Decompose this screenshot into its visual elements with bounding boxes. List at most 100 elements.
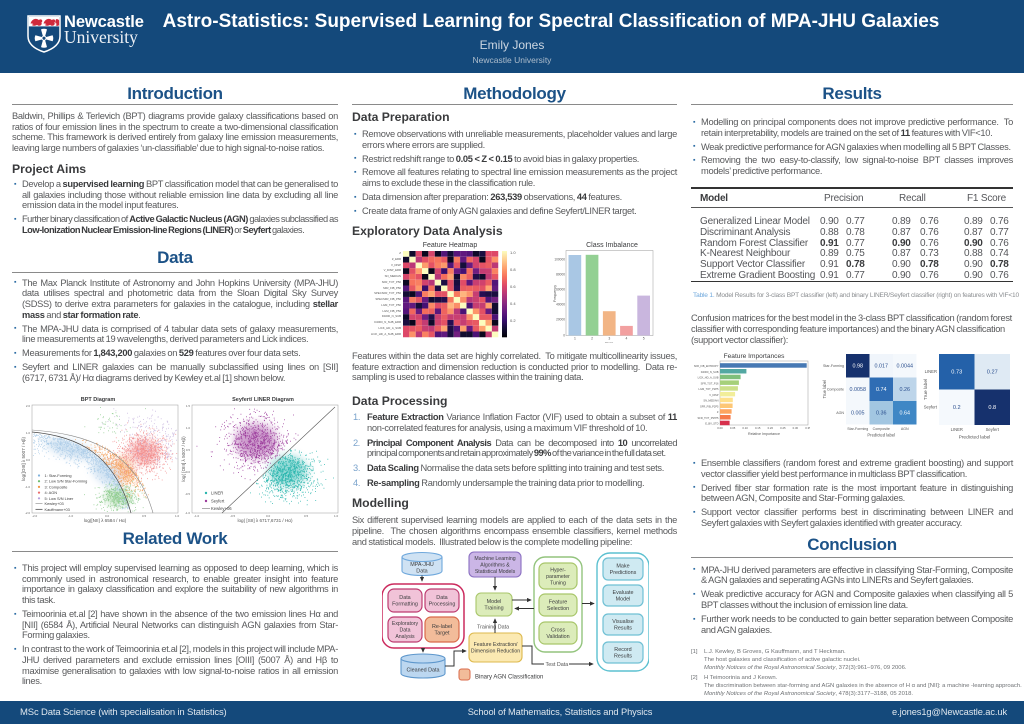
svg-text:5: 5 [643,337,645,341]
svg-text:Data: Data [436,595,447,601]
svg-text:0.73: 0.73 [951,370,962,376]
svg-text:Class: Class [605,342,614,344]
svg-text:Seyfert: Seyfert [211,499,225,504]
svg-text:Selection: Selection [547,606,569,612]
svg-text:0.25: 0.25 [780,426,786,430]
svg-text:Relative Importance: Relative Importance [748,432,780,436]
svg-text:1.0: 1.0 [334,514,339,518]
svg-text:Frequency: Frequency [553,285,557,302]
svg-text:Evaluate: Evaluate [613,590,634,596]
svg-text:0.64: 0.64 [900,411,911,417]
svg-text:MPA-JHU: MPA-JHU [410,562,434,568]
svg-text:-1.0: -1.0 [25,485,31,489]
svg-text:LINER: LINER [211,491,223,496]
svg-text:3: 3 [608,337,610,341]
svg-text:Predictions: Predictions [610,570,637,576]
svg-text:LGM_TOT_P50: LGM_TOT_P50 [381,303,401,307]
svg-text:Validation: Validation [546,634,569,640]
svg-text:0.98: 0.98 [853,364,864,370]
svg-text:Data: Data [416,569,427,575]
svg-text:LICK_HD_A_SUB_ERR: LICK_HD_A_SUB_ERR [371,332,401,336]
svg-text:Predicted label: Predicted label [867,433,895,438]
svg-text:Composite: Composite [827,388,844,392]
svg-text:Binary AGN Classification: Binary AGN Classification [475,675,543,681]
svg-text:0.0058: 0.0058 [850,387,867,393]
svg-text:AGN: AGN [836,411,844,415]
svg-text:0.8: 0.8 [510,267,516,272]
svg-text:0.5: 0.5 [142,514,147,518]
svg-text:log( [OIII] λ 5007 / Hβ): log( [OIII] λ 5007 / Hβ) [181,436,186,482]
svg-text:SN_MEDIAN: SN_MEDIAN [385,274,401,278]
svg-text:Record: Record [614,647,631,653]
svg-text:Target: Target [435,631,450,637]
svg-text:Algorithms &: Algorithms & [480,562,510,568]
svg-text:D4000_N_SUB: D4000_N_SUB [382,314,401,318]
svg-text:log([OIII] λ 5007 / Hβ): log([OIII] λ 5007 / Hβ) [21,437,26,481]
svg-text:Feature: Feature [549,600,568,606]
svg-text:Exploratory: Exploratory [392,621,419,627]
svg-text:Kewley+03: Kewley+03 [45,501,64,506]
svg-text:SFR_FIB_ENTROPY: SFR_FIB_ENTROPY [694,364,719,368]
svg-text:Dimension Reduction: Dimension Reduction [471,649,520,655]
svg-text:0.30: 0.30 [793,426,799,430]
svg-text:LINER: LINER [925,369,937,374]
svg-text:0.5: 0.5 [304,514,309,518]
svg-text:Hyper-: Hyper- [550,567,566,573]
svg-text:-2.0: -2.0 [32,514,38,518]
svg-text:0.017: 0.017 [875,364,889,370]
svg-text:Seyfert/ LINER Diagram: Seyfert/ LINER Diagram [232,397,294,403]
svg-text:1.0: 1.0 [26,431,31,435]
svg-text:E_BV_STD: E_BV_STD [705,422,718,426]
svg-text:1: Star-Forming: 1: Star-Forming [45,473,72,478]
svg-text:0.2: 0.2 [510,318,516,323]
svg-text:Seyfert: Seyfert [986,427,1000,432]
svg-text:0.35: 0.35 [805,426,810,430]
svg-text:-0.5: -0.5 [230,514,236,518]
svg-text:Visualise: Visualise [612,619,633,625]
svg-text:SPECSFR_TOT_P50: SPECSFR_TOT_P50 [374,291,401,295]
svg-text:parameter: parameter [546,574,570,580]
svg-text:LINER: LINER [951,427,963,432]
svg-text:SFR_TOT_P16: SFR_TOT_P16 [701,381,719,385]
svg-text:Processing: Processing [429,602,456,608]
svg-text:0.5: 0.5 [186,448,191,452]
svg-text:Results: Results [614,654,632,660]
svg-text:0.36: 0.36 [876,411,887,417]
svg-text:0.005: 0.005 [851,411,865,417]
svg-text:SFR_TOT_P97P5: SFR_TOT_P97P5 [698,416,720,420]
svg-text:V_DISP_ERR: V_DISP_ERR [384,268,401,272]
svg-text:0.2: 0.2 [953,405,961,411]
svg-text:2.0: 2.0 [26,404,31,408]
svg-text:40000: 40000 [556,303,565,307]
svg-text:2: 2 [591,337,593,341]
svg-text:60000: 60000 [556,288,565,292]
svg-text:Make: Make [616,564,629,570]
svg-text:Feature Extraction/: Feature Extraction/ [474,642,518,648]
svg-text:0.00: 0.00 [717,426,723,430]
svg-text:BPT Diagram: BPT Diagram [81,397,116,403]
svg-text:Feature Heatmap: Feature Heatmap [423,242,478,249]
svg-text:0.0: 0.0 [26,458,31,462]
svg-text:SPECSFR_FIB_P50: SPECSFR_FIB_P50 [375,297,401,301]
svg-text:0: 0 [563,334,565,338]
svg-text:SN_MEDIAN: SN_MEDIAN [703,399,718,403]
svg-text:AGN: AGN [901,427,909,431]
svg-text:Feature Importances: Feature Importances [724,353,786,360]
svg-text:LGM_TOT_P2P5: LGM_TOT_P2P5 [699,387,720,391]
svg-text:log([NII] λ 6584 / Hα): log([NII] λ 6584 / Hα) [84,518,127,523]
svg-text:V_DISP: V_DISP [391,263,401,267]
svg-text:Class Imbalance: Class Imbalance [586,242,638,249]
svg-text:Z_ERR: Z_ERR [392,257,401,261]
svg-text:4: AGN: 4: AGN [45,490,58,495]
svg-text:0.20: 0.20 [768,426,774,430]
svg-text:Z: Z [399,251,401,255]
svg-text:0.74: 0.74 [876,387,887,393]
svg-text:1.0: 1.0 [175,514,180,518]
svg-text:2: Low S/N Star-Forming: 2: Low S/N Star-Forming [45,479,88,484]
svg-text:Star-Forming: Star-Forming [847,427,868,431]
svg-text:Statistical Models: Statistical Models [475,569,516,575]
svg-text:20000: 20000 [556,318,565,322]
svg-text:Data: Data [399,595,410,601]
svg-text:SFR_TOT_P50: SFR_TOT_P50 [382,280,402,284]
svg-text:0.26: 0.26 [900,387,911,393]
